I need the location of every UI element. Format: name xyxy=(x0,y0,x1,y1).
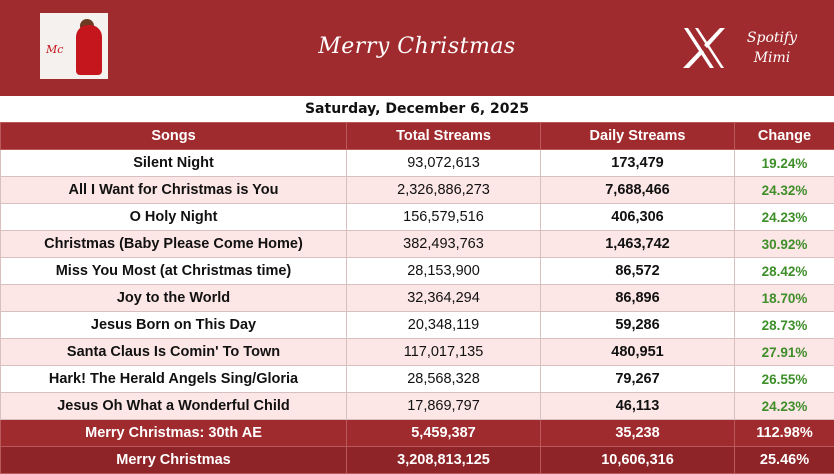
daily-streams: 480,951 xyxy=(541,339,735,366)
total-streams: 17,869,797 xyxy=(347,393,541,420)
brand-label: Spotify Mimi xyxy=(742,28,802,68)
column-header-total-streams: Total Streams xyxy=(347,123,541,150)
change-percent: 24.32% xyxy=(735,177,834,204)
daily-streams: 10,606,316 xyxy=(541,447,735,474)
song-title: Miss You Most (at Christmas time) xyxy=(1,258,347,285)
daily-streams: 46,113 xyxy=(541,393,735,420)
total-streams: 117,017,135 xyxy=(347,339,541,366)
brand-line-1: Spotify xyxy=(742,28,802,48)
change-percent: 19.24% xyxy=(735,150,834,177)
change-percent: 28.73% xyxy=(735,312,834,339)
daily-streams: 1,463,742 xyxy=(541,231,735,258)
table-header-row: Songs Total Streams Daily Streams Change xyxy=(1,123,834,150)
song-title: Jesus Oh What a Wonderful Child xyxy=(1,393,347,420)
table-row: Jesus Born on This Day 20,348,119 59,286… xyxy=(1,312,834,339)
change-percent: 24.23% xyxy=(735,393,834,420)
column-header-daily-streams: Daily Streams xyxy=(541,123,735,150)
daily-streams: 173,479 xyxy=(541,150,735,177)
header-banner: Mc Merry Christmas Spotify Mimi xyxy=(0,0,834,96)
album-title: Merry Christmas xyxy=(1,447,347,474)
album-title: Merry Christmas: 30th AE xyxy=(1,420,347,447)
total-streams: 93,072,613 xyxy=(347,150,541,177)
totals-row: Merry Christmas: 30th AE 5,459,387 35,23… xyxy=(1,420,834,447)
daily-streams: 86,572 xyxy=(541,258,735,285)
total-streams: 5,459,387 xyxy=(347,420,541,447)
change-percent: 30.92% xyxy=(735,231,834,258)
change-percent: 112.98% xyxy=(735,420,834,447)
totals-row: Merry Christmas 3,208,813,125 10,606,316… xyxy=(1,447,834,474)
table-row: All I Want for Christmas is You 2,326,88… xyxy=(1,177,834,204)
change-percent: 28.42% xyxy=(735,258,834,285)
change-percent: 26.55% xyxy=(735,366,834,393)
table-row: Jesus Oh What a Wonderful Child 17,869,7… xyxy=(1,393,834,420)
table-row: Hark! The Herald Angels Sing/Gloria 28,5… xyxy=(1,366,834,393)
column-header-change: Change xyxy=(735,123,834,150)
table-row: Silent Night 93,072,613 173,479 19.24% xyxy=(1,150,834,177)
table-row: O Holy Night 156,579,516 406,306 24.23% xyxy=(1,204,834,231)
total-streams: 28,153,900 xyxy=(347,258,541,285)
total-streams: 32,364,294 xyxy=(347,285,541,312)
change-percent: 18.70% xyxy=(735,285,834,312)
song-title: Silent Night xyxy=(1,150,347,177)
brand-line-2: Mimi xyxy=(742,48,802,68)
song-title: All I Want for Christmas is You xyxy=(1,177,347,204)
column-header-songs: Songs xyxy=(1,123,347,150)
daily-streams: 35,238 xyxy=(541,420,735,447)
date-label: Saturday, December 6, 2025 xyxy=(0,97,834,122)
x-logo-icon xyxy=(680,24,728,72)
total-streams: 382,493,763 xyxy=(347,231,541,258)
change-percent: 24.23% xyxy=(735,204,834,231)
total-streams: 28,568,328 xyxy=(347,366,541,393)
total-streams: 156,579,516 xyxy=(347,204,541,231)
change-percent: 27.91% xyxy=(735,339,834,366)
song-title: O Holy Night xyxy=(1,204,347,231)
song-title: Christmas (Baby Please Come Home) xyxy=(1,231,347,258)
table-row: Santa Claus Is Comin' To Town 117,017,13… xyxy=(1,339,834,366)
song-title: Hark! The Herald Angels Sing/Gloria xyxy=(1,366,347,393)
table-row: Joy to the World 32,364,294 86,896 18.70… xyxy=(1,285,834,312)
streams-table: Songs Total Streams Daily Streams Change… xyxy=(0,122,834,474)
table-row: Christmas (Baby Please Come Home) 382,49… xyxy=(1,231,834,258)
total-streams: 2,326,886,273 xyxy=(347,177,541,204)
daily-streams: 59,286 xyxy=(541,312,735,339)
total-streams: 20,348,119 xyxy=(347,312,541,339)
table-row: Miss You Most (at Christmas time) 28,153… xyxy=(1,258,834,285)
daily-streams: 79,267 xyxy=(541,366,735,393)
daily-streams: 7,688,466 xyxy=(541,177,735,204)
total-streams: 3,208,813,125 xyxy=(347,447,541,474)
daily-streams: 406,306 xyxy=(541,204,735,231)
song-title: Santa Claus Is Comin' To Town xyxy=(1,339,347,366)
daily-streams: 86,896 xyxy=(541,285,735,312)
song-title: Joy to the World xyxy=(1,285,347,312)
change-percent: 25.46% xyxy=(735,447,834,474)
song-title: Jesus Born on This Day xyxy=(1,312,347,339)
